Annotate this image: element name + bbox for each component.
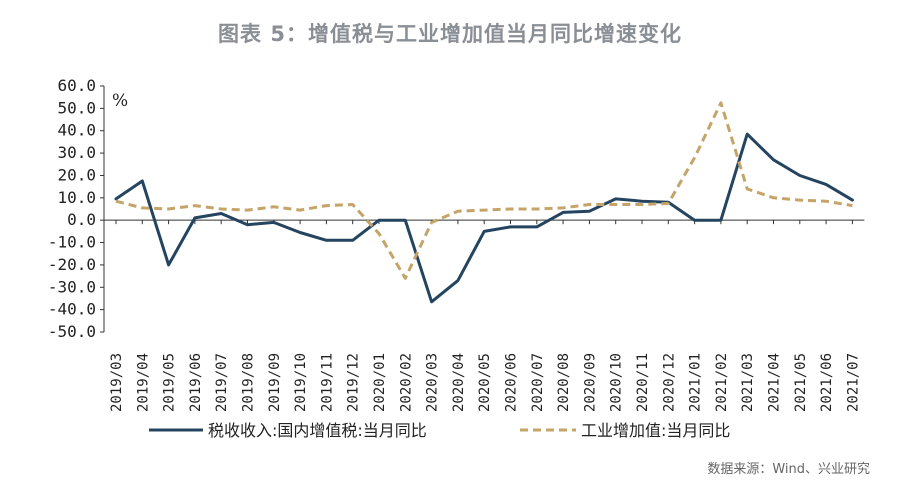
x-tick-label: 2020/01 [372,353,388,412]
y-tick-label: 0.0 [67,210,96,229]
x-tick-label: 2020/12 [661,353,677,412]
x-tick-label: 2020/08 [556,353,572,412]
x-tick-label: 2019/08 [241,353,257,412]
x-tick-label: 2020/07 [530,353,546,412]
x-tick-label: 2019/12 [346,353,362,412]
x-tick-label: 2021/05 [793,353,809,412]
y-tick-label: 60.0 [57,76,96,95]
x-tick-label: 2021/04 [767,353,783,412]
x-tick-label: 2020/05 [477,353,493,412]
x-tick-label: 2021/07 [845,353,861,412]
y-tick-label: 50.0 [57,98,96,117]
x-tick-label: 2020/06 [504,353,520,412]
x-tick-label: 2021/01 [688,353,704,412]
x-tick-label: 2019/05 [162,353,178,412]
x-tick-label: 2020/10 [609,353,625,412]
x-axis: 2019/03 2019/04 2019/05 2019/06 2019/07 2019/… [104,219,865,412]
x-tick-label: 2020/11 [635,353,651,412]
x-tick-label: 2019/09 [267,353,283,412]
series-line-vat [114,132,854,304]
y-tick-label: 20.0 [57,165,96,184]
y-tick-label: -20.0 [48,255,96,274]
y-unit-label: % [112,91,128,111]
x-tick-label: 2020/02 [398,353,414,412]
x-tick-label: 2020/04 [451,353,467,412]
x-tick-label: 2019/03 [109,353,125,412]
series-line-industrial [115,101,853,280]
legend: 税收收入:国内增值税:当月同比 工业增加值:当月同比 [149,421,730,440]
y-tick-label: -50.0 [48,322,96,341]
x-tick-label: 2021/03 [740,353,756,412]
x-tick-label: 2019/06 [188,353,204,412]
x-tick-label: 2019/10 [293,353,309,412]
x-tick-label: 2021/06 [819,353,835,412]
x-tick-label: 2021/02 [714,353,730,412]
y-tick-label: -40.0 [48,300,96,319]
x-tick-label: 2019/07 [214,353,230,412]
y-tick-label: 40.0 [57,121,96,140]
series-layer [114,101,854,304]
legend-label: 工业增加值:当月同比 [581,421,730,440]
y-tick-label: 30.0 [57,143,96,162]
y-tick-label: -10.0 [48,233,96,252]
source-note: 数据来源：Wind、兴业研究 [707,462,870,477]
chart-title: 图表 5：增值税与工业增加值当月同比增速变化 [218,22,682,46]
x-tick-label: 2019/04 [135,353,151,412]
x-tick-label: 2019/11 [319,353,335,412]
x-tick-label: 2020/09 [582,353,598,412]
x-tick-label: 2020/03 [425,353,441,412]
y-tick-label: -30.0 [48,277,96,296]
y-axis: 60.0 50.0 40.0 30.0 20.0 10.0 0.0 -10.0 -20.0 -30… [48,76,128,341]
y-tick-label: 10.0 [57,188,96,207]
legend-label: 税收收入:国内增值税:当月同比 [208,421,427,440]
